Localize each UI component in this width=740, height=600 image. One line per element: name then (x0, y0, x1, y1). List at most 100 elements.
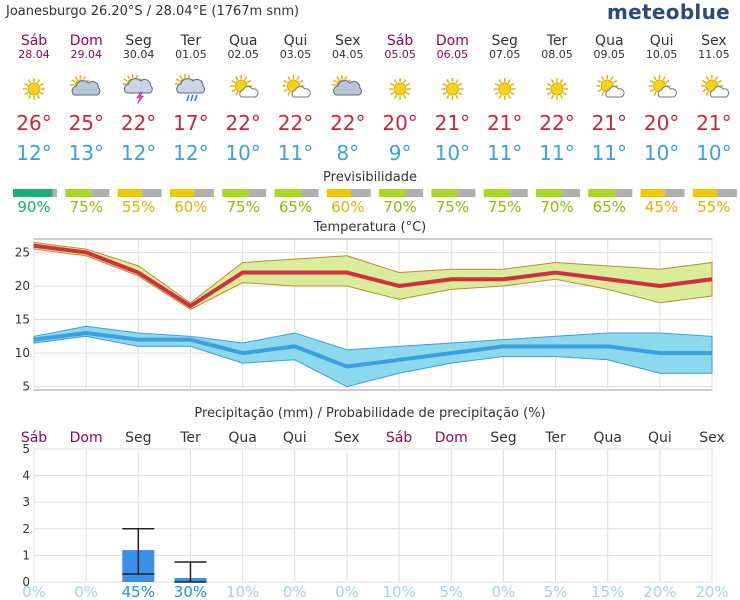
day-column: Seg 07.05 (479, 34, 531, 61)
predictability-bar-rest (300, 189, 319, 197)
predictability-bar-rest (664, 189, 685, 197)
min-temperature: 8° (336, 141, 360, 165)
day-date: 09.05 (593, 48, 626, 61)
day-column: Seg 30.04 (113, 34, 165, 61)
predictability-value: 75% (435, 198, 470, 216)
precipitation-probability: 0% (22, 583, 46, 600)
day-name: Qui (649, 33, 674, 49)
min-temperature: 12° (173, 141, 209, 165)
brand-logo[interactable]: meteoblue (607, 0, 730, 24)
day-name: Ter (546, 33, 568, 49)
predictability-bar (13, 189, 53, 197)
min-temperature: 11° (591, 141, 628, 165)
precip-day-label: Dom (70, 430, 103, 446)
min-temperature: 11° (277, 141, 314, 165)
precip-day-label: Qui (648, 430, 672, 446)
predictability-bar (222, 189, 249, 197)
predictability-value: 90% (17, 198, 51, 216)
temperature-chart-title: Temperatura (°C) (313, 220, 427, 235)
day-name: Dom (435, 33, 469, 49)
predictability-bar-rest (457, 189, 476, 197)
precip-day-label: Qui (283, 430, 307, 446)
y-tick-label: 2 (22, 522, 30, 536)
precipitation-probability: 0% (283, 583, 307, 600)
sun-cloud-icon (648, 75, 677, 98)
day-name: Seg (125, 33, 152, 49)
precipitation-probability: 20% (643, 583, 676, 600)
sun-icon (23, 78, 45, 100)
y-tick-label: 0 (22, 575, 30, 589)
predictability-bar (640, 189, 665, 197)
precipitation-probability: 0% (491, 583, 515, 600)
sun-icon (441, 78, 464, 100)
day-date: 06.05 (436, 48, 469, 61)
max-temperature: 20° (643, 111, 680, 135)
sun-cloud-icon (700, 75, 730, 98)
day-column: Qui 10.05 (636, 34, 688, 61)
precipitation-probability: 45% (122, 583, 155, 600)
min-temperature: 12° (16, 141, 52, 165)
y-tick-label: 20 (15, 279, 30, 293)
predictability-bar-rest (717, 189, 737, 197)
predictability-bar (431, 189, 458, 197)
predictability-value: 55% (121, 198, 156, 216)
predictability-value: 65% (592, 198, 626, 216)
precipitation-probability: 30% (174, 583, 207, 600)
precip-day-label: Dom (435, 430, 468, 446)
predictability-bar (274, 189, 301, 197)
min-temperature: 10° (696, 141, 732, 165)
day-date: 04.05 (332, 48, 364, 61)
max-temperature: 25° (68, 111, 105, 135)
predictability-value: 65% (278, 198, 313, 216)
y-tick-label: 25 (15, 245, 30, 259)
predictability-value: 75% (488, 198, 522, 216)
precipitation-chart-title: Precipitação (mm) / Probabilidade de pre… (194, 406, 546, 421)
predictability-bar-rest (194, 189, 214, 197)
day-name: Qua (228, 33, 258, 49)
predictability-bar-rest (91, 189, 110, 197)
min-temperature: 10° (643, 141, 680, 165)
min-temperature: 12° (120, 141, 157, 165)
precip-day-label: Qua (228, 430, 256, 446)
sun-cloud-icon (230, 75, 259, 98)
predictability-bar-rest (405, 189, 424, 197)
day-column: Dom 29.04 (60, 34, 112, 61)
max-temperature: 21° (486, 111, 523, 135)
precip-day-label: Sáb (386, 430, 412, 446)
max-temperature: 26° (16, 111, 52, 135)
predictability-bar-rest (510, 189, 528, 197)
day-name: Sex (701, 33, 727, 49)
max-temperature: 20° (382, 111, 418, 135)
day-column: Sex 04.05 (322, 34, 374, 61)
predictability-value: 55% (697, 198, 731, 216)
sun-cloud-icon (282, 75, 311, 98)
day-name: Qui (283, 33, 308, 49)
predictability-bar-rest (248, 189, 267, 197)
predictability-bar (536, 189, 563, 197)
day-date: 30.04 (122, 48, 155, 61)
precip-day-label: Sex (699, 430, 725, 446)
day-name: Ter (180, 33, 202, 49)
predictability-bar (483, 189, 511, 197)
y-tick-label: 4 (22, 469, 30, 483)
day-column: Dom 06.05 (426, 34, 478, 61)
max-temperature: 22° (120, 111, 157, 135)
predictability-bar-rest (562, 189, 580, 197)
y-tick-label: 1 (22, 548, 30, 562)
precipitation-error-bar (122, 528, 155, 575)
predictability-bar-rest (614, 189, 633, 197)
predictability-bar (588, 189, 615, 197)
y-tick-label: 3 (22, 495, 30, 509)
day-name: Sáb (20, 33, 48, 49)
predictability-value: 45% (644, 198, 679, 216)
day-date: 03.05 (279, 48, 312, 61)
min-temperature: 10° (225, 141, 261, 165)
precipitation-probability: 15% (591, 583, 624, 600)
predictability-value: 70% (540, 198, 574, 216)
predictability-bar (379, 189, 406, 197)
predictability-bar (326, 189, 351, 197)
day-name: Qua (595, 33, 624, 49)
precip-day-label: Qua (593, 430, 621, 446)
